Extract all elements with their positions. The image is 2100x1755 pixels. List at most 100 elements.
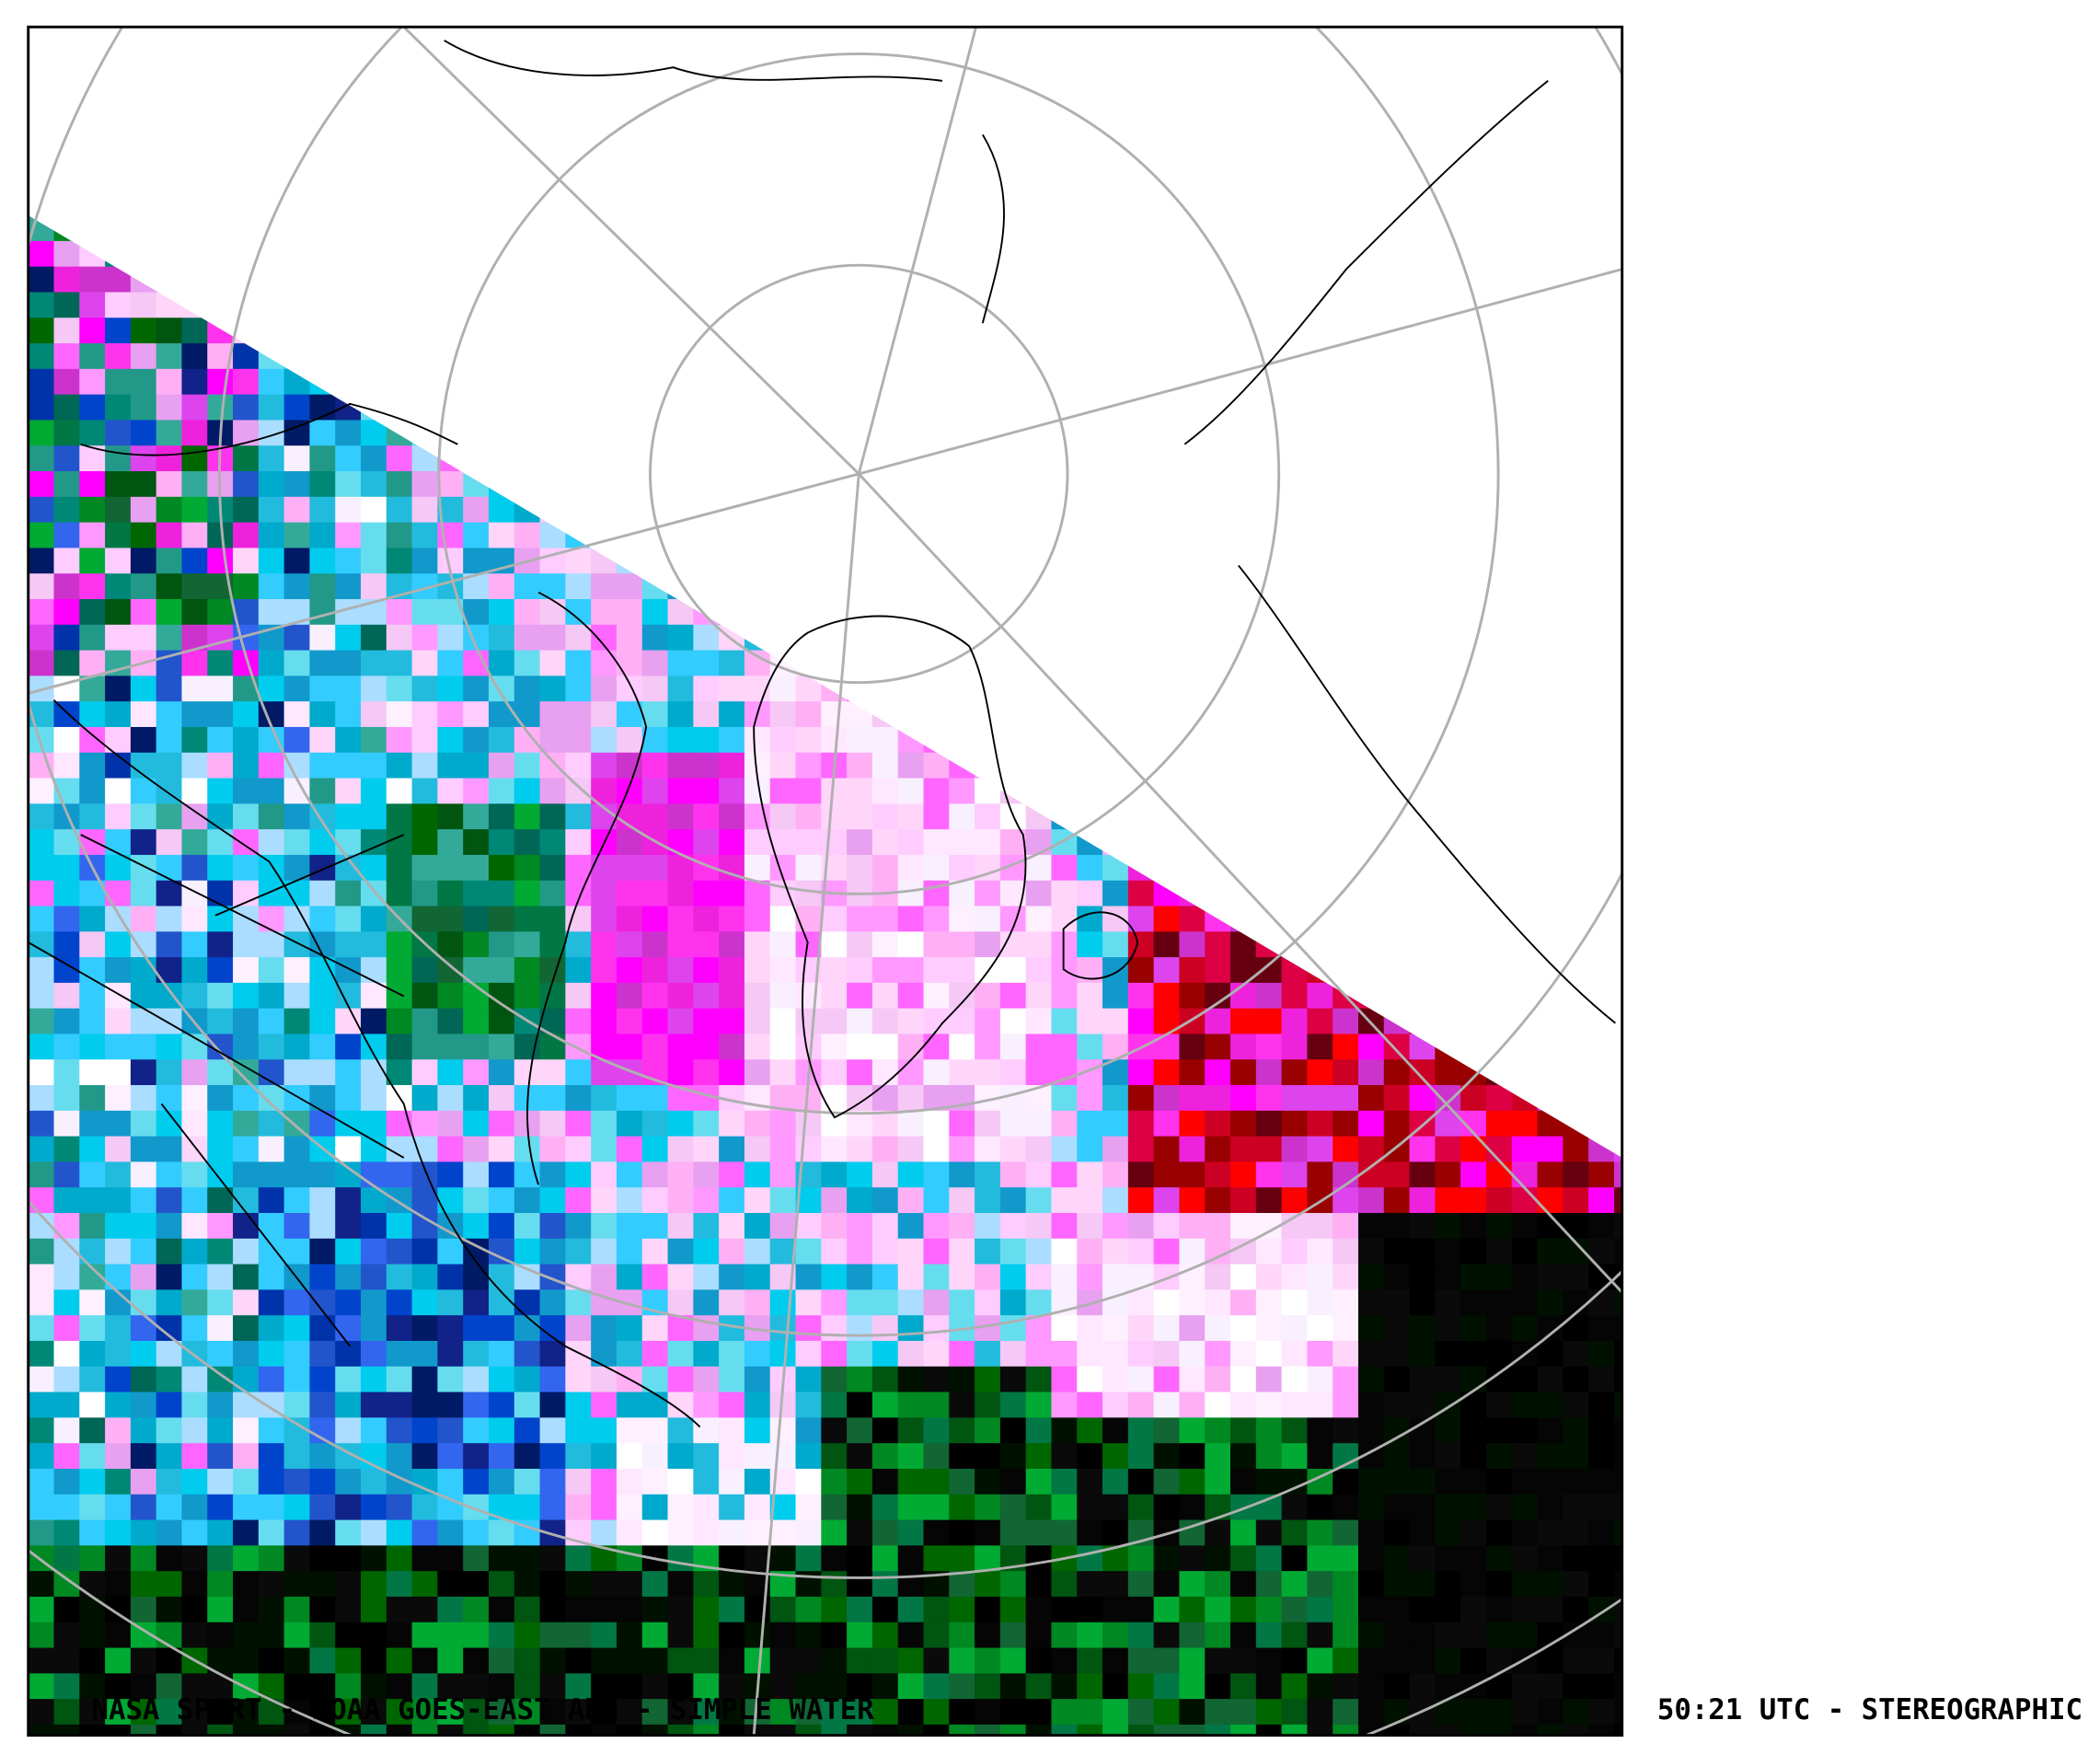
image-pixel (1153, 1315, 1181, 1342)
image-pixel (28, 368, 55, 396)
image-pixel (1613, 1391, 1622, 1419)
image-pixel (233, 1494, 260, 1521)
image-pixel (463, 1571, 490, 1598)
image-pixel (744, 1033, 771, 1061)
image-pixel (130, 1110, 157, 1137)
image-pixel (513, 880, 541, 907)
image-pixel (847, 1596, 873, 1623)
image-pixel (513, 701, 541, 728)
image-pixel (53, 1136, 81, 1163)
image-pixel (156, 1187, 183, 1214)
image-pixel (513, 957, 541, 984)
image-pixel (1485, 1468, 1513, 1495)
image-pixel (1511, 1571, 1539, 1598)
image-pixel (489, 496, 515, 524)
image-pixel (258, 471, 285, 498)
image-pixel (1153, 1622, 1181, 1649)
image-pixel (437, 1724, 464, 1736)
image-pixel (1051, 1519, 1078, 1547)
image-pixel (386, 1213, 413, 1240)
image-pixel (207, 1724, 234, 1736)
image-pixel (999, 1136, 1027, 1163)
image-pixel (871, 1366, 899, 1393)
image-pixel (309, 1391, 336, 1419)
image-pixel (156, 1724, 183, 1736)
image-pixel (258, 1289, 285, 1316)
image-pixel (769, 1238, 797, 1265)
image-pixel (616, 1136, 643, 1163)
image-pixel (1051, 880, 1078, 907)
image-pixel (1435, 1417, 1461, 1444)
image-pixel (719, 778, 745, 805)
image-pixel (1435, 1264, 1461, 1291)
image-pixel (795, 1315, 823, 1342)
image-pixel (335, 803, 362, 830)
image-pixel (361, 1264, 387, 1291)
image-pixel (207, 752, 234, 779)
image-pixel (335, 1519, 362, 1547)
image-pixel (795, 1699, 823, 1726)
image-pixel (1281, 1622, 1309, 1649)
image-pixel (283, 675, 311, 702)
image-pixel (871, 1289, 899, 1316)
image-pixel (616, 1443, 643, 1470)
image-pixel (1127, 1187, 1155, 1214)
image-pixel (361, 675, 387, 702)
image-pixel (1460, 1443, 1487, 1470)
image-pixel (361, 726, 387, 754)
image-pixel (53, 931, 81, 958)
image-pixel (923, 1341, 951, 1368)
image-pixel (1051, 1341, 1078, 1368)
image-pixel (361, 1647, 387, 1675)
image-pixel (309, 573, 336, 600)
image-pixel (1511, 1391, 1539, 1419)
image-pixel (1025, 1289, 1053, 1316)
image-pixel (130, 957, 157, 984)
image-pixel (641, 1622, 669, 1649)
image-pixel (437, 1366, 464, 1393)
image-pixel (616, 1622, 643, 1649)
image-pixel (565, 1724, 592, 1736)
image-pixel (79, 266, 106, 294)
image-pixel (361, 1545, 387, 1572)
image-pixel (233, 1238, 260, 1265)
image-pixel (28, 343, 55, 370)
image-pixel (1077, 931, 1103, 958)
image-pixel (667, 1443, 695, 1470)
image-pixel (1153, 1391, 1181, 1419)
image-pixel (1357, 1366, 1385, 1393)
image-pixel (897, 829, 925, 856)
image-pixel (1153, 1468, 1181, 1495)
image-pixel (463, 1545, 490, 1572)
image-pixel (386, 1571, 413, 1598)
image-pixel (693, 1238, 720, 1265)
image-pixel (437, 880, 464, 907)
image-pixel (283, 1545, 311, 1572)
image-pixel (181, 1264, 209, 1291)
image-pixel (1230, 1647, 1257, 1675)
image-pixel (565, 803, 592, 830)
image-pixel (897, 880, 925, 907)
image-pixel (1230, 1673, 1257, 1700)
image-pixel (207, 1699, 234, 1726)
image-pixel (923, 1213, 951, 1240)
image-pixel (923, 1519, 951, 1547)
image-pixel (667, 1264, 695, 1291)
image-pixel (975, 982, 1001, 1010)
image-pixel (181, 1187, 209, 1214)
image-pixel (28, 1443, 55, 1470)
image-pixel (156, 1341, 183, 1368)
image-pixel (1307, 1161, 1333, 1188)
image-pixel (1205, 931, 1231, 958)
image-pixel (1281, 1033, 1309, 1061)
image-pixel (233, 548, 260, 574)
image-pixel (1485, 1519, 1513, 1547)
image-pixel (489, 1468, 515, 1495)
image-pixel (258, 1213, 285, 1240)
image-pixel (437, 1468, 464, 1495)
image-pixel (411, 1443, 439, 1470)
image-pixel (79, 1647, 106, 1675)
image-pixel (795, 982, 823, 1010)
image-pixel (1102, 1366, 1129, 1393)
image-pixel (795, 1366, 823, 1393)
